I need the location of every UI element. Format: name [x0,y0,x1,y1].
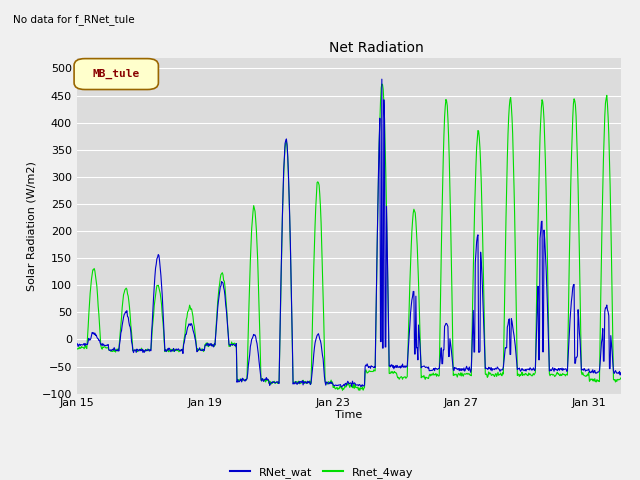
FancyBboxPatch shape [74,59,158,89]
X-axis label: Time: Time [335,410,362,420]
Legend: RNet_wat, Rnet_4way: RNet_wat, Rnet_4way [225,462,418,480]
Text: MB_tule: MB_tule [92,69,140,79]
Title: Net Radiation: Net Radiation [328,41,424,55]
Y-axis label: Solar Radiation (W/m2): Solar Radiation (W/m2) [26,161,36,290]
Text: No data for f_RNet_tule: No data for f_RNet_tule [13,14,134,25]
